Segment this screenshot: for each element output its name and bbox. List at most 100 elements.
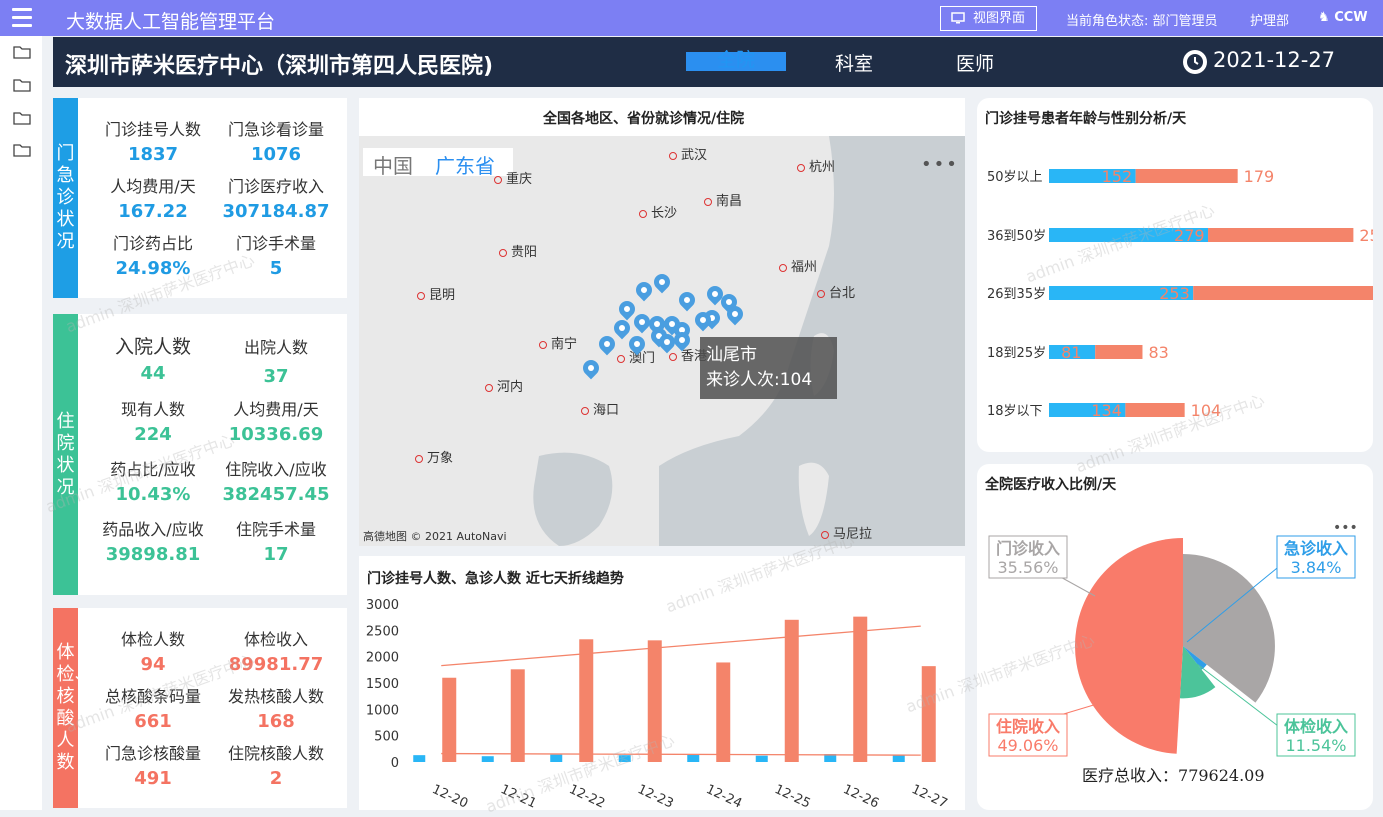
- stat-outpatient-income: 门诊医疗收入 307184.87: [222, 177, 330, 222]
- age-bar-female: [1208, 228, 1354, 242]
- city-label: 重庆: [494, 168, 532, 187]
- tooltip-value: 来诊人次:104: [706, 370, 813, 390]
- x-tick-label: 12-27: [909, 782, 950, 810]
- registration-bar: [442, 677, 457, 762]
- x-tick-label: 12-26: [841, 782, 882, 810]
- registration-bar: [716, 662, 731, 762]
- age-value-label: 279: [1174, 226, 1205, 245]
- registration-bar: [510, 669, 525, 762]
- age-category-label: 36到50岁: [987, 229, 1046, 244]
- user-icon: ♞: [1318, 10, 1330, 25]
- y-tick-label: 500: [374, 730, 399, 745]
- y-tick-label: 1000: [366, 703, 399, 718]
- age-value-label: 253: [1159, 284, 1190, 303]
- city-label: 台北: [817, 282, 855, 301]
- city-label: 南宁: [539, 333, 577, 352]
- y-tick-label: 1500: [366, 677, 399, 692]
- age-bar-female: [1135, 169, 1238, 183]
- age-value-label: 83: [1148, 343, 1168, 362]
- y-tick-label: 3000: [366, 598, 399, 613]
- tab-hospital[interactable]: 全院: [686, 51, 786, 71]
- age-category-label: 26到35岁: [987, 287, 1046, 302]
- registration-bar: [853, 616, 868, 762]
- tab-physician[interactable]: 医师: [956, 53, 995, 75]
- folder-icon[interactable]: [13, 45, 31, 59]
- app-title: 大数据人工智能管理平台: [66, 11, 276, 33]
- emergency-trend-line: [441, 752, 921, 756]
- pie-leader-line: [1196, 663, 1283, 730]
- view-mode-label: 视图界面: [973, 11, 1026, 26]
- map-view[interactable]: 中国 广东省 ••• 武汉 重庆 杭州 长沙 南昌 贵阳 福州 昆明 台北 南宁…: [359, 136, 965, 546]
- age-value-label: 179: [1244, 167, 1275, 186]
- age-value-label: 104: [1191, 401, 1222, 420]
- pie-slice: [1183, 554, 1275, 703]
- stat-drug-income: 药品收入/应收 39898.81: [102, 520, 204, 565]
- folder-icon[interactable]: [13, 111, 31, 125]
- age-value-label: 255: [1359, 226, 1373, 245]
- age-value-label: 134: [1091, 401, 1122, 420]
- pie-label-box: [988, 713, 1068, 757]
- map-title: 全国各地区、省份就诊情况/住院: [543, 111, 745, 127]
- total-income: 医疗总收入：779624.09: [1082, 762, 1265, 786]
- map-tooltip: 汕尾市 来诊人次:104: [700, 337, 837, 399]
- trend-panel: 门诊挂号人数、急诊人数 近七天折线趋势 0 500 1000 1500 2000 2500…: [359, 556, 965, 810]
- map-more-icon[interactable]: •••: [921, 154, 959, 175]
- exam-card: 体检、核酸人数 体检人数 94 体检收入 89981.77 总核酸条码量 661 发热…: [53, 608, 347, 808]
- role-status: 当前角色状态: 部门管理员: [1066, 14, 1218, 29]
- outpatient-card: 门急诊状况 门诊挂号人数 1837 门急诊看诊量 1076 人均费用/天 167.22…: [53, 98, 347, 298]
- tab-department[interactable]: 科室: [835, 53, 874, 75]
- pie-label-name: 门诊收入: [996, 539, 1060, 558]
- clock-icon: [1183, 50, 1207, 74]
- stat-surgeries: 门诊手术量 5: [235, 234, 316, 279]
- folder-icon[interactable]: [13, 78, 31, 92]
- stat-nucleic-barcodes: 总核酸条码量 661: [104, 687, 201, 732]
- pie-slice: [1075, 538, 1183, 754]
- stat-inpatient-drug-ratio: 药占比/应收 10.43%: [110, 460, 196, 505]
- stat-exam-income: 体检收入 89981.77: [228, 630, 324, 675]
- stat-avg-cost: 人均费用/天 167.22: [110, 177, 196, 222]
- total-income-value: 779624.09: [1178, 766, 1265, 785]
- emergency-bar: [755, 755, 768, 762]
- y-tick-label: 2000: [366, 651, 399, 666]
- emergency-bar: [892, 754, 905, 762]
- user-menu[interactable]: ♞ CCW: [1318, 10, 1368, 25]
- age-category-label: 18到25岁: [987, 346, 1046, 361]
- inpatient-card: 住院状况 入院人数 44 出院人数 37 现有人数 224 人均费用/天 10336.6…: [53, 314, 347, 595]
- income-title: 全院医疗收入比例/天: [985, 477, 1117, 493]
- stat-inpatient-income: 住院收入/应收 382457.45: [222, 460, 330, 505]
- city-label: 马尼拉: [821, 523, 872, 542]
- pie-slice: [1183, 646, 1207, 670]
- dashboard-header: 深圳市萨米医疗中心（深圳市第四人民医院) 全院 科室 医师 2021-12-27: [53, 37, 1383, 87]
- income-more-icon[interactable]: •••: [1333, 520, 1358, 536]
- registration-bar: [921, 666, 936, 762]
- city-label: 杭州: [797, 156, 835, 175]
- hospital-name: 深圳市萨米医疗中心（深圳市第四人民医院): [65, 54, 494, 79]
- department-link[interactable]: 护理部: [1250, 14, 1290, 29]
- age-value-label: 81: [1061, 343, 1081, 362]
- breadcrumb-country[interactable]: 中国: [373, 154, 413, 178]
- city-label: 福州: [779, 256, 817, 275]
- view-mode-button[interactable]: 视图界面: [940, 6, 1037, 31]
- left-rail: [0, 36, 42, 810]
- stat-drug-ratio: 门诊药占比 24.98%: [112, 234, 193, 279]
- folder-icon[interactable]: [13, 143, 31, 157]
- hamburger-menu-icon[interactable]: [12, 8, 32, 28]
- stat-visits: 门急诊看诊量 1076: [227, 120, 324, 165]
- outpatient-label: 门急诊状况: [53, 98, 78, 298]
- x-tick-label: 12-22: [567, 782, 608, 810]
- tooltip-city: 汕尾市: [706, 345, 757, 365]
- age-bar-female: [1095, 345, 1143, 359]
- age-gender-title: 门诊挂号患者年龄与性别分析/天: [985, 111, 1187, 127]
- emergency-bar: [687, 754, 700, 762]
- top-bar: 大数据人工智能管理平台 视图界面 当前角色状态: 部门管理员 护理部 ♞ CCW: [0, 0, 1383, 36]
- pie-label-name: 住院收入: [996, 717, 1060, 736]
- pie-slice: [1179, 646, 1216, 699]
- user-name: CCW: [1334, 10, 1368, 25]
- city-label: 贵阳: [499, 241, 537, 260]
- stat-current-patients: 现有人数 224: [120, 400, 185, 445]
- age-bar-male: [1049, 228, 1209, 242]
- age-bar-female: [1125, 403, 1185, 417]
- stat-outpatient-registrations: 门诊挂号人数 1837: [104, 120, 201, 165]
- pie-label-name: 体检收入: [1284, 717, 1348, 736]
- breadcrumb-province[interactable]: 广东省: [435, 154, 495, 178]
